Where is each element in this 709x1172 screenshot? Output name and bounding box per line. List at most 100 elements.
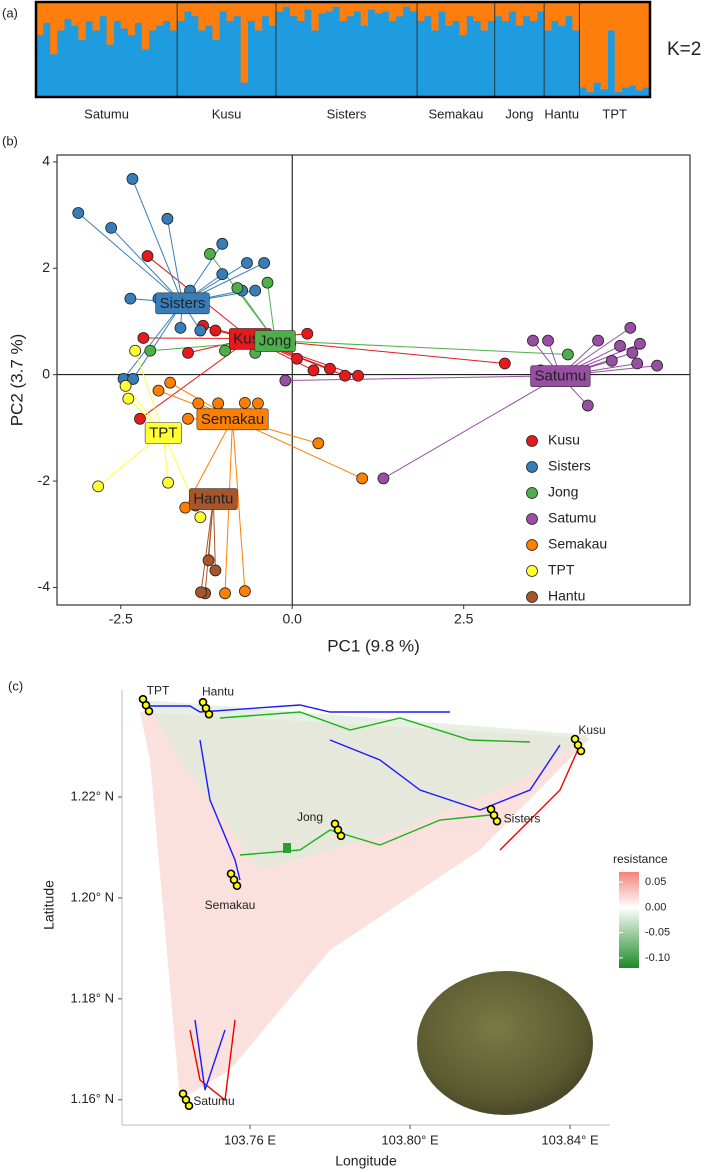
spoke — [204, 498, 214, 594]
structure-bar — [254, 2, 263, 31]
structure-bar — [360, 2, 369, 26]
point — [592, 334, 605, 347]
structure-bar — [593, 2, 601, 83]
centroid-label: TPT — [144, 422, 182, 444]
structure-bar — [78, 2, 86, 40]
structure-bar — [170, 2, 178, 31]
legend-key — [526, 435, 538, 447]
y-axis-title: PC2 (3.7 %) — [7, 334, 26, 427]
point — [192, 397, 205, 410]
path — [189, 1019, 236, 1102]
point — [261, 276, 274, 289]
spoke — [110, 227, 183, 304]
structure-bar — [332, 2, 340, 7]
structure-bar — [36, 2, 44, 36]
point — [377, 472, 390, 485]
point — [216, 268, 229, 281]
site-label: TPT — [147, 683, 170, 697]
structure-bar — [600, 2, 608, 90]
point — [119, 379, 132, 392]
group-label: Sisters — [327, 106, 367, 121]
structure-bar — [50, 2, 58, 55]
colorbar-tick-label: -0.05 — [645, 927, 670, 939]
structure-bar — [64, 2, 72, 20]
structure-bar — [71, 2, 79, 26]
point — [162, 476, 175, 489]
group-label: Kusu — [212, 106, 242, 121]
structure-bar — [374, 2, 383, 14]
structure-bar — [219, 2, 227, 12]
centroid-box — [254, 330, 296, 352]
group-label: TPT — [602, 106, 627, 121]
structure-bar — [297, 2, 305, 21]
structure-bar — [198, 2, 206, 31]
colorbar-tick-label: -0.10 — [645, 952, 670, 964]
point — [72, 207, 85, 219]
centroid-text: Satumu — [535, 368, 587, 385]
spoke — [131, 178, 183, 304]
structure-bar — [311, 2, 319, 31]
structure-bar — [487, 2, 496, 21]
legend-label: Semakau — [548, 536, 607, 552]
panel-label: (a) — [2, 5, 18, 20]
structure-bar — [607, 2, 616, 31]
site-label: Kusu — [578, 723, 605, 737]
legend-label: Sisters — [548, 458, 591, 474]
point — [498, 357, 511, 370]
plot-frame — [56, 154, 691, 606]
structure-bar — [339, 2, 347, 21]
path — [219, 711, 531, 743]
group-label: Satumu — [84, 106, 129, 121]
structure-bar — [388, 2, 397, 21]
point — [127, 373, 140, 385]
y-tick-label: 1.22° N — [70, 788, 114, 803]
spoke — [77, 212, 183, 304]
point — [141, 250, 154, 262]
structure-bar — [480, 2, 488, 31]
structure-bar — [212, 2, 220, 40]
structure-bar — [501, 2, 510, 21]
structure-bar — [530, 2, 538, 21]
legend-key — [526, 591, 538, 603]
point — [301, 327, 314, 340]
point — [562, 348, 574, 361]
centroid-box — [189, 488, 238, 510]
x-axis-title: PC1 (9.8 %) — [327, 636, 420, 655]
structure-bar — [417, 2, 425, 21]
path — [239, 814, 491, 856]
structure-bar — [537, 2, 545, 12]
point — [239, 396, 251, 409]
group-label: Jong — [505, 106, 533, 121]
structure-bar — [410, 2, 418, 12]
structure-bar — [572, 2, 580, 31]
colorbar-tick-label: 0.00 — [645, 901, 666, 913]
structure-bar — [233, 2, 241, 17]
legend-label: Satumu — [548, 510, 596, 526]
group-label: Hantu — [544, 106, 579, 121]
point — [241, 257, 253, 269]
point — [174, 321, 187, 334]
structure-bar — [586, 2, 594, 93]
point — [631, 357, 644, 370]
structure-bar — [184, 2, 192, 12]
spoke — [200, 498, 214, 593]
path — [194, 1019, 226, 1091]
resistance-low-area — [145, 700, 590, 870]
structure-bar — [283, 2, 291, 7]
point — [216, 237, 229, 250]
structure-bar — [240, 2, 249, 83]
y-tick-label: 1.20° N — [70, 889, 114, 904]
point — [182, 346, 194, 359]
structure-bar — [346, 2, 354, 17]
point — [212, 397, 225, 410]
point — [219, 587, 231, 600]
site-point — [181, 1095, 191, 1105]
colorbar — [619, 872, 639, 968]
spoke — [134, 350, 164, 433]
point — [105, 221, 118, 234]
centroid-box — [144, 422, 182, 444]
point — [626, 346, 639, 359]
colorbar-tick-label: 0.05 — [645, 876, 666, 888]
structure-bar — [621, 2, 630, 88]
